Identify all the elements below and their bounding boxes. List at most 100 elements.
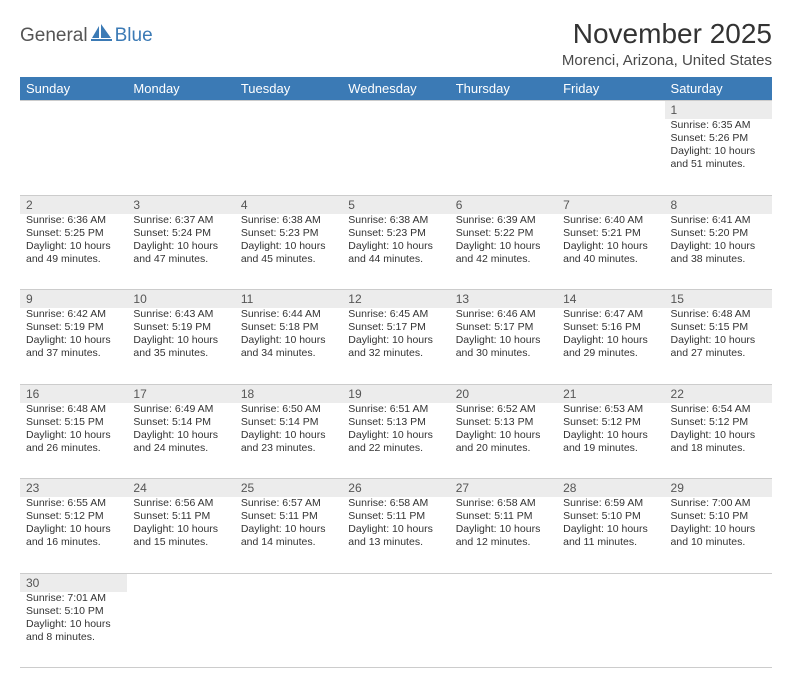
- daylight-text: Daylight: 10 hours: [671, 429, 766, 442]
- daylight-text: and 44 minutes.: [348, 253, 443, 266]
- day-number-row: 16171819202122: [20, 384, 772, 403]
- sunset-text: Sunset: 5:17 PM: [456, 321, 551, 334]
- daylight-text: Daylight: 10 hours: [456, 334, 551, 347]
- day-number: 15: [665, 290, 772, 309]
- daylight-text: Daylight: 10 hours: [348, 429, 443, 442]
- sunrise-text: Sunrise: 6:49 AM: [133, 403, 228, 416]
- calendar-table: Sunday Monday Tuesday Wednesday Thursday…: [20, 77, 772, 668]
- sunrise-text: Sunrise: 6:55 AM: [26, 497, 121, 510]
- daylight-text: Daylight: 10 hours: [671, 240, 766, 253]
- day-number: [127, 101, 234, 120]
- day-content-row: Sunrise: 7:01 AMSunset: 5:10 PMDaylight:…: [20, 592, 772, 668]
- day-number: [20, 101, 127, 120]
- daylight-text: and 26 minutes.: [26, 442, 121, 455]
- header: General Blue November 2025 Morenci, Ariz…: [20, 18, 772, 69]
- day-cell: Sunrise: 6:46 AMSunset: 5:17 PMDaylight:…: [450, 308, 557, 384]
- sunrise-text: Sunrise: 6:47 AM: [563, 308, 658, 321]
- day-cell: Sunrise: 6:40 AMSunset: 5:21 PMDaylight:…: [557, 214, 664, 290]
- sunset-text: Sunset: 5:22 PM: [456, 227, 551, 240]
- logo-text-blue: Blue: [115, 25, 153, 47]
- sunset-text: Sunset: 5:11 PM: [456, 510, 551, 523]
- day-number: 17: [127, 384, 234, 403]
- daylight-text: and 24 minutes.: [133, 442, 228, 455]
- daylight-text: Daylight: 10 hours: [133, 429, 228, 442]
- sunset-text: Sunset: 5:13 PM: [348, 416, 443, 429]
- daylight-text: and 20 minutes.: [456, 442, 551, 455]
- day-cell: [665, 592, 772, 668]
- daylight-text: and 32 minutes.: [348, 347, 443, 360]
- daylight-text: and 47 minutes.: [133, 253, 228, 266]
- day-cell: Sunrise: 6:43 AMSunset: 5:19 PMDaylight:…: [127, 308, 234, 384]
- sunset-text: Sunset: 5:11 PM: [133, 510, 228, 523]
- sunset-text: Sunset: 5:25 PM: [26, 227, 121, 240]
- day-number: 29: [665, 479, 772, 498]
- daylight-text: and 45 minutes.: [241, 253, 336, 266]
- day-number: 22: [665, 384, 772, 403]
- sunrise-text: Sunrise: 7:00 AM: [671, 497, 766, 510]
- day-number: 19: [342, 384, 449, 403]
- day-header: Tuesday: [235, 77, 342, 101]
- daylight-text: Daylight: 10 hours: [563, 334, 658, 347]
- sunset-text: Sunset: 5:17 PM: [348, 321, 443, 334]
- sunset-text: Sunset: 5:20 PM: [671, 227, 766, 240]
- day-number: 6: [450, 195, 557, 214]
- day-cell: Sunrise: 6:52 AMSunset: 5:13 PMDaylight:…: [450, 403, 557, 479]
- day-number: 8: [665, 195, 772, 214]
- day-cell: Sunrise: 6:58 AMSunset: 5:11 PMDaylight:…: [450, 497, 557, 573]
- day-number: 20: [450, 384, 557, 403]
- sunrise-text: Sunrise: 6:54 AM: [671, 403, 766, 416]
- sunrise-text: Sunrise: 6:44 AM: [241, 308, 336, 321]
- day-content-row: Sunrise: 6:35 AMSunset: 5:26 PMDaylight:…: [20, 119, 772, 195]
- day-cell: Sunrise: 7:01 AMSunset: 5:10 PMDaylight:…: [20, 592, 127, 668]
- day-number: 5: [342, 195, 449, 214]
- day-cell: Sunrise: 6:35 AMSunset: 5:26 PMDaylight:…: [665, 119, 772, 195]
- sunrise-text: Sunrise: 6:38 AM: [241, 214, 336, 227]
- sunset-text: Sunset: 5:21 PM: [563, 227, 658, 240]
- day-header: Sunday: [20, 77, 127, 101]
- daylight-text: and 16 minutes.: [26, 536, 121, 549]
- daylight-text: Daylight: 10 hours: [241, 334, 336, 347]
- day-number: 14: [557, 290, 664, 309]
- day-number: 24: [127, 479, 234, 498]
- day-cell: [127, 119, 234, 195]
- daylight-text: and 35 minutes.: [133, 347, 228, 360]
- sunrise-text: Sunrise: 6:45 AM: [348, 308, 443, 321]
- daylight-text: and 30 minutes.: [456, 347, 551, 360]
- day-cell: Sunrise: 6:48 AMSunset: 5:15 PMDaylight:…: [20, 403, 127, 479]
- day-number: 23: [20, 479, 127, 498]
- day-cell: Sunrise: 6:48 AMSunset: 5:15 PMDaylight:…: [665, 308, 772, 384]
- day-cell: Sunrise: 6:44 AMSunset: 5:18 PMDaylight:…: [235, 308, 342, 384]
- daylight-text: and 49 minutes.: [26, 253, 121, 266]
- day-number: 9: [20, 290, 127, 309]
- day-cell: Sunrise: 6:50 AMSunset: 5:14 PMDaylight:…: [235, 403, 342, 479]
- day-cell: [20, 119, 127, 195]
- day-number: 3: [127, 195, 234, 214]
- day-content-row: Sunrise: 6:48 AMSunset: 5:15 PMDaylight:…: [20, 403, 772, 479]
- daylight-text: Daylight: 10 hours: [241, 523, 336, 536]
- day-number-row: 9101112131415: [20, 290, 772, 309]
- daylight-text: Daylight: 10 hours: [26, 523, 121, 536]
- sunset-text: Sunset: 5:19 PM: [133, 321, 228, 334]
- day-cell: Sunrise: 6:53 AMSunset: 5:12 PMDaylight:…: [557, 403, 664, 479]
- daylight-text: Daylight: 10 hours: [241, 240, 336, 253]
- sunrise-text: Sunrise: 6:58 AM: [348, 497, 443, 510]
- day-number: [235, 573, 342, 592]
- sunset-text: Sunset: 5:13 PM: [456, 416, 551, 429]
- sunrise-text: Sunrise: 6:35 AM: [671, 119, 766, 132]
- daylight-text: Daylight: 10 hours: [563, 523, 658, 536]
- logo: General Blue: [20, 18, 153, 47]
- day-header: Thursday: [450, 77, 557, 101]
- day-number: 11: [235, 290, 342, 309]
- day-cell: Sunrise: 6:42 AMSunset: 5:19 PMDaylight:…: [20, 308, 127, 384]
- daylight-text: and 51 minutes.: [671, 158, 766, 171]
- sunset-text: Sunset: 5:14 PM: [133, 416, 228, 429]
- day-header: Friday: [557, 77, 664, 101]
- sunrise-text: Sunrise: 6:48 AM: [26, 403, 121, 416]
- day-content-row: Sunrise: 6:42 AMSunset: 5:19 PMDaylight:…: [20, 308, 772, 384]
- daylight-text: and 27 minutes.: [671, 347, 766, 360]
- day-cell: [127, 592, 234, 668]
- day-cell: Sunrise: 6:59 AMSunset: 5:10 PMDaylight:…: [557, 497, 664, 573]
- day-cell: Sunrise: 6:47 AMSunset: 5:16 PMDaylight:…: [557, 308, 664, 384]
- page-subtitle: Morenci, Arizona, United States: [562, 52, 772, 69]
- sunrise-text: Sunrise: 6:38 AM: [348, 214, 443, 227]
